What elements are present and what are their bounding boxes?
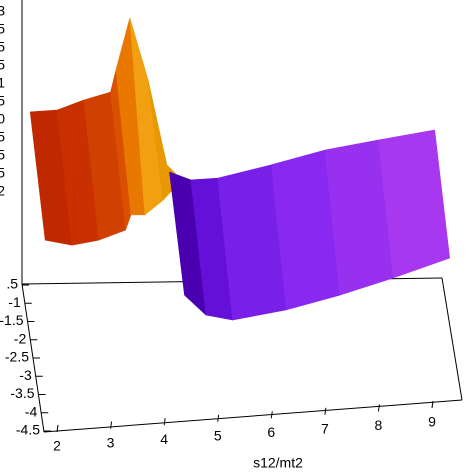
y-tick-label: -4 xyxy=(25,403,38,419)
y-tick-label: -3 xyxy=(19,367,32,383)
x-tick xyxy=(217,414,220,422)
x-axis-label: s12/mt2 xyxy=(253,455,303,471)
z-tick-label: 3 xyxy=(0,3,5,19)
x-tick-label: 4 xyxy=(160,431,168,447)
x-tick xyxy=(56,424,59,433)
z-tick-label: 1 xyxy=(0,75,5,91)
x-tick-label: 9 xyxy=(428,414,436,430)
x-tick-label: 3 xyxy=(107,434,115,450)
z-tick-label: 0 xyxy=(0,111,5,127)
y-tick-label: .5 xyxy=(6,276,18,292)
x-tick-label: 6 xyxy=(267,424,275,440)
x-tick-label: 5 xyxy=(214,427,222,443)
z-tick-label: 5 xyxy=(0,93,5,109)
z-tick-label: 5 xyxy=(0,39,5,55)
x-tick xyxy=(324,407,327,415)
z-tick-label: 2 xyxy=(0,183,5,199)
z-tick-label: 5 xyxy=(0,147,5,163)
y-tick-label: -1 xyxy=(8,294,21,310)
x-tick xyxy=(270,411,273,419)
x-tick-label: 8 xyxy=(375,417,383,433)
x-tick xyxy=(163,418,166,426)
z-tick-label: 5 xyxy=(0,129,5,145)
y-tick-label: -2.5 xyxy=(5,349,29,365)
z-tick-label: 5 xyxy=(0,57,5,73)
y-tick-label: -3.5 xyxy=(10,385,34,401)
x-tick xyxy=(431,400,434,409)
right-edge xyxy=(441,277,463,401)
surface-strip xyxy=(378,129,451,279)
z-tick-label: 5 xyxy=(0,165,5,181)
x-tick-label: 2 xyxy=(53,438,61,454)
y-tick-label: -1.5 xyxy=(0,312,24,328)
z-tick-label: 5 xyxy=(0,21,5,37)
x-axis xyxy=(43,399,463,433)
x-tick xyxy=(377,404,380,412)
x-tick-label: 7 xyxy=(321,421,329,437)
x-tick xyxy=(110,421,113,429)
y-tick-label: -2 xyxy=(14,330,27,346)
y-tick-label: -4.5 xyxy=(16,422,40,438)
